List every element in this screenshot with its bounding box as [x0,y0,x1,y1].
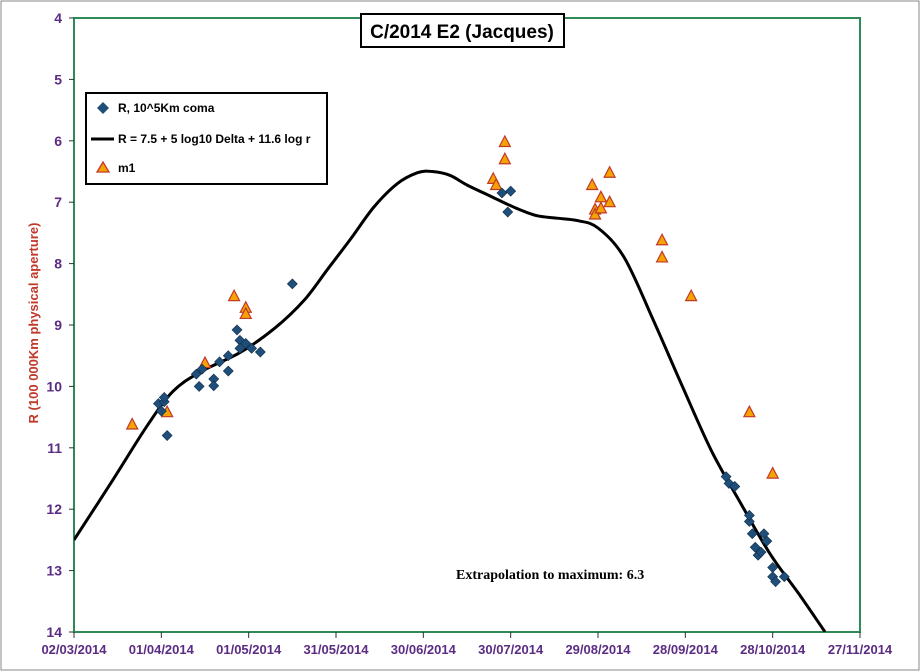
legend-triangle-icon [95,160,111,173]
coma-diamond-point [729,481,741,492]
legend: R, 10^5Km coma R = 7.5 + 5 log10 Delta +… [85,92,328,185]
coma-diamond-point [231,324,243,336]
legend-label-coma: R, 10^5Km coma [118,101,215,115]
coma-diamond-point [254,346,266,358]
legend-label-model: R = 7.5 + 5 log10 Delta + 11.6 log r [118,132,311,146]
m1-triangle-point [227,288,241,302]
m1-triangle-point [594,201,608,214]
m1-triangle-point [655,232,669,246]
coma-diamond-point [208,380,220,392]
marker-layer [125,134,790,588]
x-tick-label: 30/06/2014 [391,642,457,657]
y-tick-label: 9 [54,317,62,333]
coma-diamond-point [496,187,508,199]
x-tick-label: 28/10/2014 [740,642,806,657]
m1-triangle-point [684,288,698,302]
y-tick-label: 6 [54,133,62,149]
coma-diamond-point [761,535,773,547]
y-tick-label: 7 [54,194,62,210]
m1-triangle-point [603,194,617,208]
coma-diamond-point [755,546,767,558]
extrapolation-note: Extrapolation to maximum: 6.3 [456,568,644,583]
y-tick-label: 14 [46,624,62,640]
coma-diamond-point [196,363,208,375]
coma-diamond-point [743,509,755,521]
coma-diamond-point [770,576,782,588]
coma-diamond-point [743,516,755,527]
y-tick-label: 5 [54,71,62,87]
y-tick-label: 13 [46,563,62,579]
coma-diamond-point [246,342,258,354]
coma-diamond-point [505,185,517,197]
chart-title: C/2014 E2 (Jacques) [370,22,554,43]
y-tick-label: 11 [47,440,62,456]
coma-diamond-point [193,380,205,392]
coma-diamond-point [222,365,234,377]
x-tick-label: 30/07/2014 [478,642,544,657]
m1-triangle-point [655,250,669,263]
coma-diamond-point [502,206,514,218]
x-tick-label: 02/03/2014 [41,642,107,657]
y-axis-label: R (100 000Km physical aperture) [26,223,41,424]
coma-diamond-point [749,541,761,553]
coma-diamond-point [286,278,298,290]
m1-triangle-point [489,177,503,191]
m1-triangle-point [125,417,139,430]
m1-triangle-point [239,306,253,320]
m1-triangle-point [766,466,780,479]
coma-diamond-point [214,356,225,368]
m1-triangle-point [742,404,756,418]
y-tick-label: 8 [54,256,62,272]
x-tick-label: 01/05/2014 [216,642,282,657]
coma-diamond-point [778,571,790,583]
x-tick-label: 01/04/2014 [129,642,195,657]
m1-triangle-point [588,207,602,220]
y-tick-label: 10 [46,378,62,394]
coma-diamond-point [240,337,252,349]
x-tick-label: 28/09/2014 [653,642,719,657]
coma-diamond-point [161,430,173,441]
m1-triangle-point [498,151,512,165]
legend-box [85,92,328,185]
coma-diamond-point [746,528,758,540]
x-tick-label: 31/05/2014 [303,642,369,657]
m1-triangle-point [603,165,617,178]
y-tick-label: 12 [46,501,62,517]
coma-diamond-point [222,350,234,362]
axes: 4 5 6 7 8 9 10 11 12 13 14 02/03/2014 01/04/2014 01/0… [41,10,892,657]
x-tick-label: 27/11/2014 [828,642,893,657]
legend-diamond-icon [97,102,109,114]
coma-diamond-point [155,405,167,417]
y-tick-label: 4 [54,10,62,26]
title-box [360,13,565,48]
coma-diamond-point [158,392,170,403]
m1-triangle-point [585,177,599,191]
legend-label-m1: m1 [118,161,136,175]
m1-triangle-point [498,134,512,148]
coma-diamond-point [190,368,202,380]
x-tick-label: 29/08/2014 [565,642,631,657]
coma-diamond-point [234,342,246,354]
